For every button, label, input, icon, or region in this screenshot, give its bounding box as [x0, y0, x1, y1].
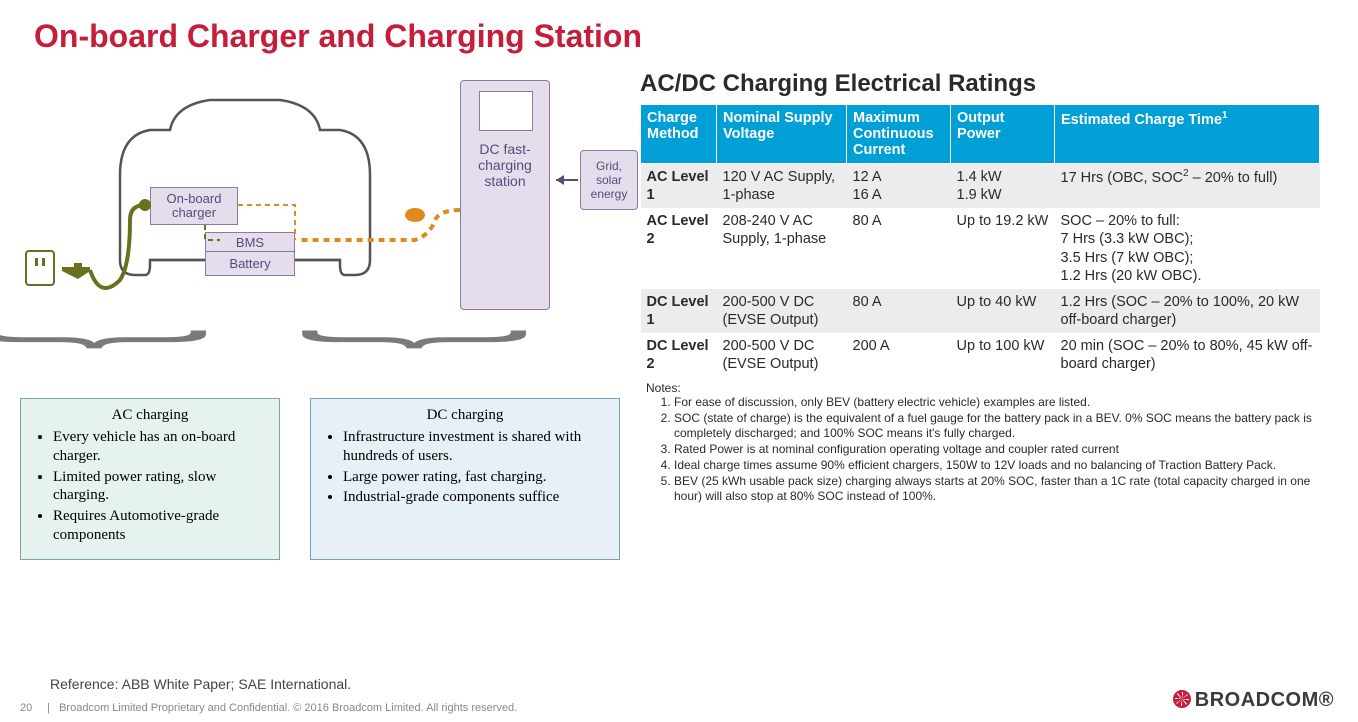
table-header-cell: Nominal Supply Voltage: [717, 105, 847, 164]
charging-diagram: On-board charger BMS Battery: [20, 70, 640, 380]
dc-fast-charging-station: DC fast-charging station: [460, 80, 550, 310]
ac-box-title: AC charging: [33, 407, 267, 424]
dc-station-label: DC fast-charging station: [478, 141, 532, 189]
table-cell: Up to 19.2 kW: [951, 208, 1055, 289]
table-cell: SOC – 20% to full:7 Hrs (3.3 kW OBC);3.5…: [1055, 208, 1320, 289]
ac-bullet: Limited power rating, slow charging.: [53, 468, 267, 506]
dc-box-title: DC charging: [323, 407, 607, 424]
table-body: AC Level 1120 V AC Supply, 1-phase12 A16…: [641, 164, 1320, 378]
table-cell: 80 A: [847, 289, 951, 333]
table-header-row: Charge MethodNominal Supply VoltageMaxim…: [641, 105, 1320, 164]
table-cell: 1.4 kW1.9 kW: [951, 164, 1055, 209]
table-cell: 208-240 V AC Supply, 1-phase: [717, 208, 847, 289]
table-cell: 17 Hrs (OBC, SOC2 – 20% to full): [1055, 164, 1320, 209]
note-item: Rated Power is at nominal configuration …: [674, 442, 1320, 457]
footer: 20 | Broadcom Limited Proprietary and Co…: [20, 702, 517, 714]
table-header-cell: Estimated Charge Time1: [1055, 105, 1320, 164]
info-boxes-row: AC charging Every vehicle has an on-boar…: [20, 398, 640, 560]
onboard-charger-box: On-board charger: [150, 187, 238, 225]
notes-list: For ease of discussion, only BEV (batter…: [646, 395, 1320, 504]
content-area: On-board charger BMS Battery: [0, 70, 1358, 560]
logo-text: BROADCOM®: [1195, 689, 1334, 711]
table-row: AC Level 2208-240 V AC Supply, 1-phase80…: [641, 208, 1320, 289]
brace-ac-icon: }: [0, 329, 252, 349]
footer-text: Broadcom Limited Proprietary and Confide…: [59, 702, 517, 714]
notes-section: Notes: For ease of discussion, only BEV …: [640, 381, 1320, 504]
table-row: DC Level 2200-500 V DC (EVSE Output)200 …: [641, 333, 1320, 377]
grid-energy-box: Grid, solar energy: [580, 150, 638, 210]
reference-text: Reference: ABB White Paper; SAE Internat…: [50, 676, 351, 692]
note-item: For ease of discussion, only BEV (batter…: [674, 395, 1320, 410]
bms-box: BMS: [205, 232, 295, 252]
dc-charging-info-box: DC charging Infrastructure investment is…: [310, 398, 620, 560]
ac-bullet: Every vehicle has an on-board charger.: [53, 428, 267, 466]
footer-sep: |: [47, 702, 50, 714]
table-cell: DC Level 2: [641, 333, 717, 377]
battery-box: Battery: [205, 252, 295, 276]
ratings-table: Charge MethodNominal Supply VoltageMaxim…: [640, 104, 1320, 377]
slide-title: On-board Charger and Charging Station: [0, 0, 1358, 55]
notes-heading: Notes:: [646, 381, 1320, 395]
table-cell: 80 A: [847, 208, 951, 289]
table-cell: 120 V AC Supply, 1-phase: [717, 164, 847, 209]
table-cell: Up to 100 kW: [951, 333, 1055, 377]
dc-bullet: Industrial-grade components suffice: [343, 488, 607, 507]
dc-bullet: Large power rating, fast charging.: [343, 468, 607, 487]
left-column: On-board charger BMS Battery: [0, 70, 640, 560]
ac-charging-info-box: AC charging Every vehicle has an on-boar…: [20, 398, 280, 560]
table-header-cell: Output Power: [951, 105, 1055, 164]
table-cell: Up to 40 kW: [951, 289, 1055, 333]
table-row: DC Level 1200-500 V DC (EVSE Output)80 A…: [641, 289, 1320, 333]
table-cell: 200 A: [847, 333, 951, 377]
note-item: BEV (25 kWh usable pack size) charging a…: [674, 474, 1320, 504]
table-cell: 20 min (SOC – 20% to 80%, 45 kW off-boar…: [1055, 333, 1320, 377]
wall-outlet-icon: [25, 250, 55, 286]
page-number: 20: [20, 702, 44, 714]
dc-station-screen-icon: [479, 91, 533, 131]
dc-box-bullets: Infrastructure investment is shared with…: [323, 428, 607, 507]
table-row: AC Level 1120 V AC Supply, 1-phase12 A16…: [641, 164, 1320, 209]
table-cell: 12 A16 A: [847, 164, 951, 209]
ac-bullet: Requires Automotive-grade components: [53, 507, 267, 545]
note-item: SOC (state of charge) is the equivalent …: [674, 411, 1320, 441]
dc-bullet: Infrastructure investment is shared with…: [343, 428, 607, 466]
table-cell: AC Level 1: [641, 164, 717, 209]
table-title: AC/DC Charging Electrical Ratings: [640, 70, 1320, 98]
table-header-cell: Charge Method: [641, 105, 717, 164]
note-item: Ideal charge times assume 90% efficient …: [674, 458, 1320, 473]
table-cell: AC Level 2: [641, 208, 717, 289]
right-column: AC/DC Charging Electrical Ratings Charge…: [640, 70, 1340, 560]
table-cell: 200-500 V DC (EVSE Output): [717, 289, 847, 333]
broadcom-logo: BROADCOM®: [1173, 689, 1334, 712]
ac-box-bullets: Every vehicle has an on-board charger.Li…: [33, 428, 267, 545]
logo-burst-icon: [1173, 690, 1191, 708]
brace-dc-icon: }: [296, 329, 572, 349]
table-header-cell: Maximum Continuous Current: [847, 105, 951, 164]
table-cell: 1.2 Hrs (SOC – 20% to 100%, 20 kW off-bo…: [1055, 289, 1320, 333]
table-cell: 200-500 V DC (EVSE Output): [717, 333, 847, 377]
table-cell: DC Level 1: [641, 289, 717, 333]
